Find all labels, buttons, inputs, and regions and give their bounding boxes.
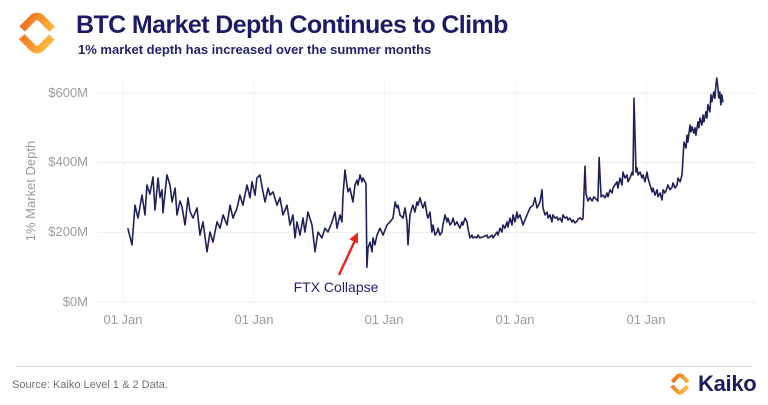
- kaiko-brand-lockup: Kaiko: [668, 371, 757, 397]
- y-tick-0m: $0M: [62, 294, 88, 309]
- kaiko-logo-icon: [669, 373, 691, 395]
- x-tick-jan-3: 01 Jan: [364, 312, 404, 327]
- x-tick-jan-2: 01 Jan: [234, 312, 274, 327]
- x-tick-jan-5: 01 Jan: [626, 312, 666, 327]
- ftx-collapse-annotation: FTX Collapse: [293, 279, 379, 295]
- source-note: Source: Kaiko Level 1 & 2 Data.: [12, 379, 168, 391]
- y-tick-600m: $600M: [48, 85, 88, 100]
- kaiko-wordmark: Kaiko: [698, 371, 757, 396]
- y-tick-200m: $200M: [48, 224, 88, 239]
- y-tick-400m: $400M: [48, 154, 88, 169]
- ftx-arrow-icon: [337, 232, 358, 276]
- kaiko-logo-icon: [16, 12, 58, 54]
- x-tick-jan-4: 01 Jan: [495, 312, 535, 327]
- footer-divider: [15, 366, 753, 367]
- depth-series-line: [127, 77, 724, 269]
- page-title: BTC Market Depth Continues to Climb: [76, 11, 508, 39]
- page-subtitle: 1% market depth has increased over the s…: [78, 42, 432, 57]
- x-tick-jan-1: 01 Jan: [103, 312, 143, 327]
